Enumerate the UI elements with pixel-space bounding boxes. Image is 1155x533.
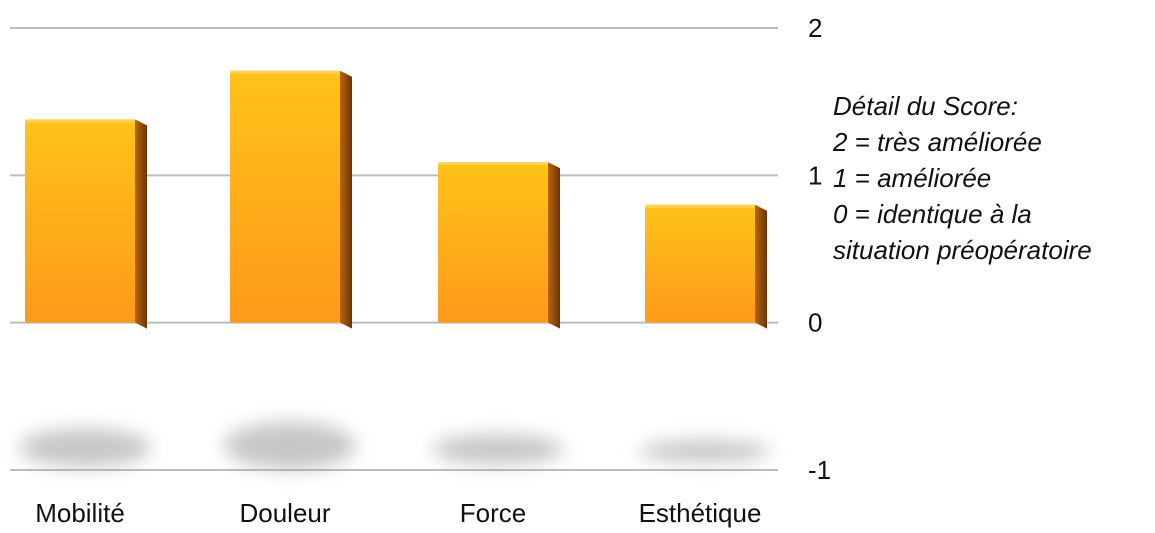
bar-top-highlight (25, 119, 135, 123)
bar (645, 204, 755, 323)
bar-side (548, 162, 560, 329)
x-tick-label: Force (460, 498, 526, 528)
bar-shadow (19, 428, 151, 468)
bar (230, 70, 340, 323)
bar-shadow (432, 434, 564, 465)
legend-line-score-2: 2 = très améliorée (833, 127, 1042, 157)
bar (438, 162, 548, 323)
bar-top-highlight (230, 70, 340, 74)
x-tick-label: Esthétique (639, 498, 762, 528)
legend-line-score-0-cont: situation préopératoire (833, 235, 1092, 265)
bar-shadows (19, 421, 771, 470)
x-axis-labels: Mobilité Douleur Force Esthétique (35, 498, 761, 528)
legend-line-score-1: 1 = améliorée (833, 163, 992, 193)
bar-top-highlight (645, 204, 755, 208)
bar-side (340, 70, 352, 329)
legend-line-title: Détail du Score: (833, 91, 1018, 121)
bar-side (755, 204, 767, 329)
y-axis-ticks: 2 1 0 -1 (808, 13, 831, 485)
y-tick-label: 1 (808, 160, 822, 190)
bar-side (135, 119, 147, 329)
bar-shadow (639, 440, 771, 463)
bar-shadow (224, 421, 356, 470)
bars (25, 70, 767, 329)
score-legend: Détail du Score: 2 = très améliorée 1 = … (833, 88, 1092, 268)
y-tick-label: -1 (808, 455, 831, 485)
bar (25, 119, 135, 323)
y-tick-label: 0 (808, 308, 822, 338)
bar-top-highlight (438, 162, 548, 166)
x-tick-label: Douleur (239, 498, 330, 528)
y-tick-label: 2 (808, 13, 822, 43)
x-tick-label: Mobilité (35, 498, 125, 528)
legend-line-score-0: 0 = identique à la (833, 199, 1032, 229)
